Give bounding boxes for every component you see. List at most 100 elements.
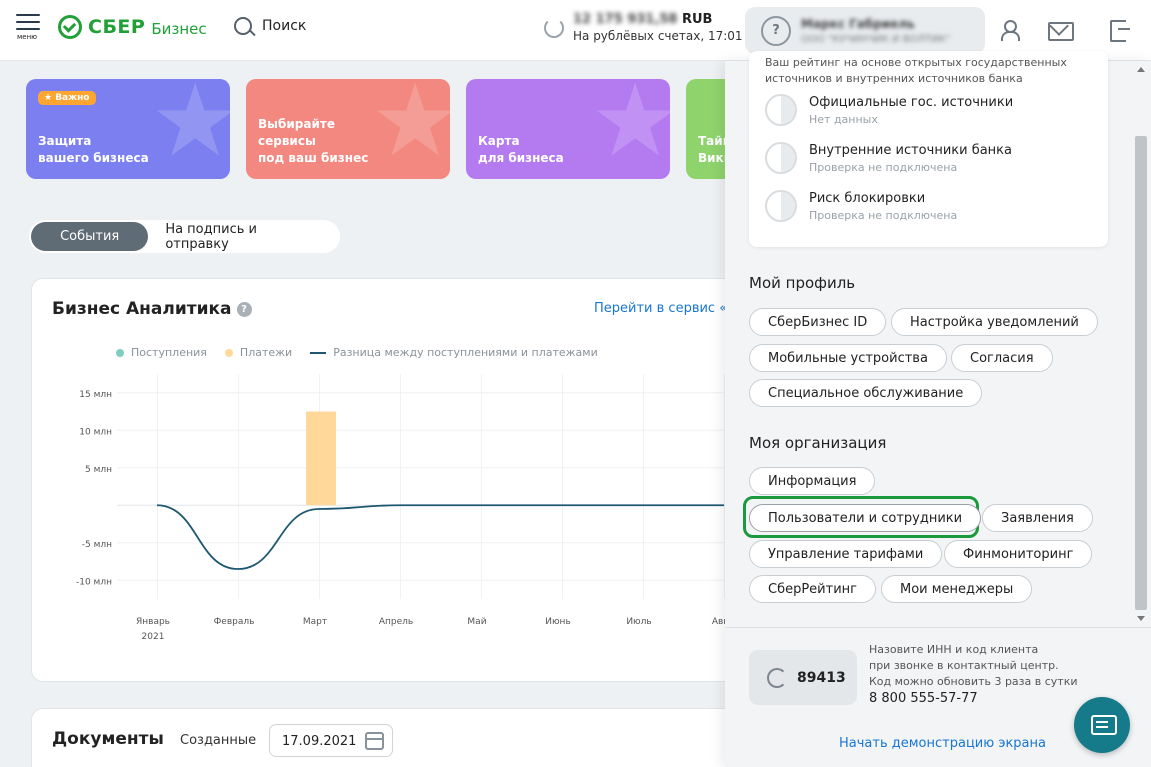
legend-item-difference[interactable]: Разница между поступлениями и платежами (310, 346, 598, 359)
balance-amount: 12 175 931,58 (573, 12, 678, 27)
chip-mobile-devices[interactable]: Мобильные устройства (749, 344, 947, 372)
scroll-down-icon[interactable] (1137, 616, 1145, 621)
chip-consents[interactable]: Согласия (951, 344, 1053, 372)
promo-card-card[interactable]: ★ Карта для бизнеса (466, 79, 670, 179)
client-code: 89413 (797, 669, 846, 686)
people-icon[interactable] (1001, 19, 1025, 41)
source-name: Официальные гос. источники (809, 95, 1014, 110)
promo-card-protection[interactable]: ★ ★ Важно Защита вашего бизнеса (26, 79, 230, 179)
source-status: Проверка не подключена (809, 209, 958, 222)
rating-source-internal[interactable]: Внутренние источники банка Проверка не по… (765, 142, 1012, 174)
balance-widget[interactable]: 12 175 931,58 RUB На рублёвых счетах, 17… (544, 12, 743, 43)
analytics-service-link[interactable]: Перейти в сервис «Бизнес Аналитика» (594, 301, 750, 316)
star-decoration-icon: ★ (150, 79, 230, 179)
chip-sberrating[interactable]: СберРейтинг (749, 575, 876, 603)
chip-finmonitoring[interactable]: Финмониторинг (944, 540, 1093, 568)
star-decoration-icon: ★ (590, 79, 670, 179)
tab-events[interactable]: События (31, 222, 149, 251)
documents-title: Документы (52, 729, 164, 749)
promo-card-title: Защита вашего бизнеса (38, 134, 149, 165)
x-tick-label: Июнь (545, 617, 571, 627)
source-name: Риск блокировки (809, 191, 926, 206)
client-code-section: 89413 Назовите ИНН и код клиента при зво… (725, 627, 1151, 767)
x-tick-label: Апрель (379, 617, 413, 627)
chip-my-managers[interactable]: Мои менеджеры (881, 575, 1033, 603)
search-button[interactable]: Поиск (234, 17, 306, 35)
y-tick-label: 15 млн (79, 390, 112, 400)
balance-currency: RUB (681, 12, 713, 27)
chip-sberbusiness-id[interactable]: СберБизнес ID (749, 308, 887, 336)
chip-special-service[interactable]: Специальное обслуживание (749, 379, 983, 407)
x-tick-label: Март (303, 617, 327, 627)
chip-information[interactable]: Информация (749, 467, 876, 495)
y-tick-label: -10 млн (76, 577, 112, 587)
sber-logo[interactable]: СБЕР Бизнес (58, 15, 207, 39)
payments-bar (306, 411, 336, 506)
menu-button[interactable]: меню (16, 14, 42, 44)
chart-legend: Поступления Платежи Разница между поступ… (116, 346, 616, 359)
business-analytics-card: Бизнес Аналитика? Перейти в сервис «Бизн… (31, 278, 751, 682)
y-tick-label: 5 млн (85, 465, 112, 475)
avatar: ? (761, 15, 791, 46)
top-bar: меню СБЕР Бизнес Поиск 12 175 931,58 RUB… (0, 0, 1151, 61)
chip-users-and-employees[interactable]: Пользователи и сотрудники (749, 504, 982, 532)
documents-card: Документы Созданные 17.09.2021 (31, 708, 751, 767)
sber-logo-icon (58, 15, 82, 39)
rating-source-blocking[interactable]: Риск блокировки Проверка не подключена (765, 190, 957, 222)
chip-notification-settings[interactable]: Настройка уведомлений (891, 308, 1098, 336)
rating-description: Ваш рейтинг на основе открытых государст… (765, 56, 1067, 85)
search-icon (234, 17, 252, 35)
user-profile-button[interactable]: ? Маркс Габриель ООО "КУЧИНЧИК И ВОЛТИК" (745, 7, 985, 54)
logo-main-text: СБЕР (88, 16, 146, 38)
legend-item-income[interactable]: Поступления (116, 346, 207, 359)
chip-tariff-management[interactable]: Управление тарифами (749, 540, 943, 568)
pie-status-icon (765, 190, 797, 222)
scroll-thumb[interactable] (1135, 136, 1147, 610)
mail-notification-icon[interactable] (1048, 19, 1074, 41)
client-code-button[interactable]: 89413 (749, 650, 857, 705)
date-input[interactable]: 17.09.2021 (269, 724, 393, 757)
calendar-icon[interactable] (365, 732, 384, 750)
search-label: Поиск (262, 18, 307, 34)
x-tick-label: Январь (136, 617, 170, 627)
promo-card-title: Выбирайте сервисы под ваш бизнес (258, 117, 369, 165)
important-badge: ★ Важно (38, 91, 96, 105)
promo-card-services[interactable]: ★ Выбирайте сервисы под ваш бизнес (246, 79, 450, 179)
analytics-chart: 15 млн 10 млн 5 млн -5 млн -10 млн Январь Февр… (76, 374, 750, 642)
my-profile-title: Мой профиль (749, 274, 856, 292)
chat-button[interactable] (1074, 697, 1130, 753)
documents-filter-label: Созданные (180, 733, 257, 748)
refresh-balance-icon[interactable] (544, 17, 564, 38)
y-tick-label: -5 млн (82, 540, 112, 550)
x-tick-label: Февраль (214, 617, 255, 627)
client-code-hint: Назовите ИНН и код клиента при звонке в … (869, 643, 1078, 688)
pie-status-icon (765, 94, 797, 126)
scroll-up-icon[interactable] (1137, 67, 1145, 72)
profile-side-panel: Ваш рейтинг на основе открытых государст… (725, 51, 1151, 767)
support-phone[interactable]: 8 800 555-57-77 (869, 691, 978, 706)
x-tick-year-label: 2021 (142, 632, 165, 642)
source-name: Внутренние источники банка (809, 143, 1012, 158)
rating-source-official[interactable]: Официальные гос. источники Нет данных (765, 94, 1013, 126)
legend-item-payments[interactable]: Платежи (224, 346, 292, 359)
difference-line (156, 504, 724, 570)
analytics-title: Бизнес Аналитика? (52, 299, 252, 319)
screen-demo-link[interactable]: Начать демонстрацию экрана (839, 736, 1046, 751)
star-decoration-icon: ★ (370, 79, 450, 179)
tab-to-sign[interactable]: На подпись и отправку (165, 221, 257, 252)
pie-status-icon (765, 142, 797, 174)
events-tabs: События На подпись и отправку (29, 220, 340, 253)
panel-scrollbar[interactable] (1131, 61, 1151, 627)
chip-applications[interactable]: Заявления (982, 504, 1093, 532)
my-organization-title: Моя организация (749, 434, 887, 452)
user-name: Маркс Габриель (801, 16, 915, 31)
refresh-code-icon (767, 667, 787, 688)
user-org: ООО "КУЧИНЧИК И ВОЛТИК" (801, 33, 951, 45)
help-icon[interactable]: ? (236, 302, 252, 317)
logo-sub-text: Бизнес (151, 19, 207, 38)
x-tick-label: Июль (626, 617, 651, 627)
source-status: Нет данных (809, 113, 878, 126)
logout-icon[interactable] (1110, 19, 1134, 42)
x-tick-label: Май (467, 617, 486, 627)
source-status: Проверка не подключена (809, 161, 958, 174)
